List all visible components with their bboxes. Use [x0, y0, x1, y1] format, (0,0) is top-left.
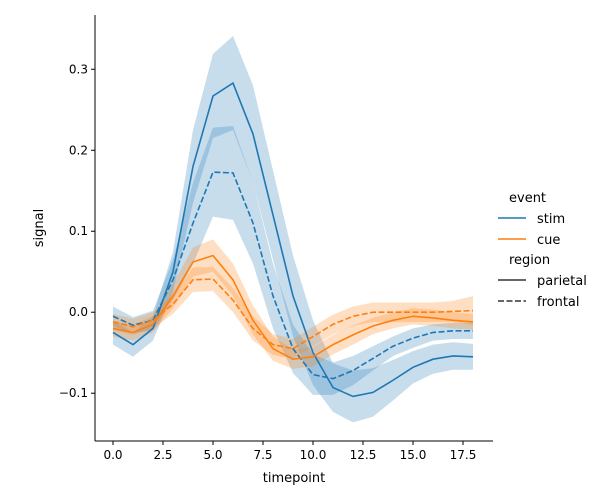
x-axis-label: timepoint	[263, 471, 326, 486]
x-tick-label: 2.5	[153, 448, 172, 462]
series-line-stim-frontal	[112, 171, 473, 380]
x-tick-label: 12.5	[350, 448, 377, 462]
ci-band-cue-parietal	[113, 239, 473, 369]
y-tick-label: 0.0	[69, 305, 88, 319]
series-line-stim-parietal	[112, 81, 474, 398]
series-line-cue-frontal	[112, 278, 474, 350]
x-tick-label: 0.0	[103, 448, 122, 462]
x-tick-label: 17.5	[450, 448, 477, 462]
y-tick-label: 0.2	[69, 143, 88, 157]
legend-title-event: event	[509, 191, 546, 206]
ci-band-stim-frontal	[113, 125, 473, 395]
x-tick-label: 7.5	[253, 448, 272, 462]
ci-band-cue-frontal	[113, 266, 473, 359]
legend-title-region: region	[509, 253, 550, 268]
legend-label-parietal: parietal	[537, 274, 587, 289]
x-tick-label: 10.0	[300, 448, 327, 462]
y-tick-label: −0.1	[59, 386, 88, 400]
legend-label-frontal: frontal	[537, 295, 580, 310]
x-tick-label: 5.0	[203, 448, 222, 462]
legend-label-cue: cue	[537, 233, 560, 248]
y-axis-label: signal	[32, 209, 47, 247]
x-tick-label: 15.0	[400, 448, 427, 462]
legend-label-stim: stim	[537, 212, 565, 227]
y-tick-label: 0.3	[69, 62, 88, 76]
legend: event stim cue region parietal frontal	[498, 191, 587, 310]
series-line-cue-parietal	[112, 254, 474, 361]
y-tick-label: 0.1	[69, 224, 88, 238]
